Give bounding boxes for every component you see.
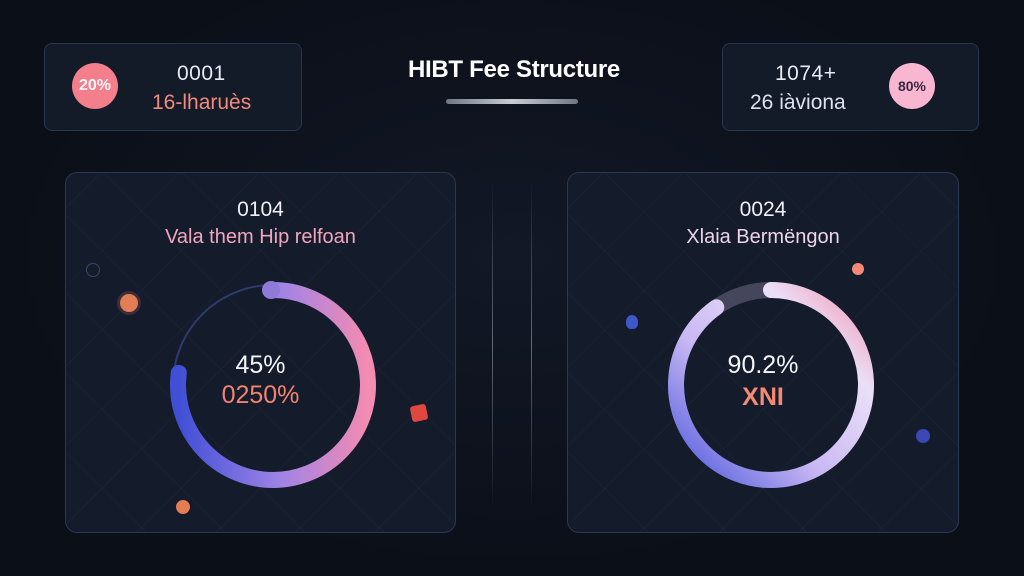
panel-number-right: 0024 <box>739 198 787 221</box>
dot-icon <box>176 500 190 514</box>
ring-value-left: 45% <box>235 351 286 379</box>
orbit-icon <box>120 294 138 312</box>
ring-start-cap <box>262 281 280 299</box>
panel-right[interactable]: 0024 Xlaia Bermëngon 90.2% XNI <box>567 172 959 533</box>
ring-value-right: 90.2% <box>727 351 799 379</box>
panel-left[interactable]: 0104 Vala them Hip relfoan 45% 0250% <box>65 172 456 533</box>
ring-arc-right <box>668 282 874 488</box>
stat-card-right[interactable]: 1074+ 26 iàviona 80% <box>722 43 979 131</box>
page-title: HIBT Fee Structure <box>408 56 620 83</box>
stat-number-left: 0001 <box>177 62 226 85</box>
stat-number-right: 1074+ <box>775 62 837 85</box>
divider-line <box>492 180 493 510</box>
card-icon <box>409 403 429 423</box>
progress-ring-right <box>668 282 874 488</box>
stat-label-right: 26 iàviona <box>750 91 846 114</box>
pin-icon <box>626 315 638 329</box>
percent-badge-left: 20% <box>72 63 118 109</box>
ring-subvalue-right: XNI <box>742 383 784 411</box>
title-underline <box>446 99 578 104</box>
stat-card-left[interactable]: 20% 0001 16-lharuès <box>44 43 302 131</box>
panel-label-right: Xlaia Bermëngon <box>686 226 840 248</box>
panel-number-left: 0104 <box>237 198 284 221</box>
dot-icon <box>852 263 864 275</box>
percent-badge-right: 80% <box>889 63 935 109</box>
divider-line <box>531 180 532 510</box>
orbit-icon <box>86 263 100 277</box>
progress-ring-left <box>170 281 376 488</box>
ring-subvalue-left: 0250% <box>221 381 300 409</box>
dot-icon <box>916 429 930 443</box>
stat-label-left: 16-lharuès <box>152 91 252 114</box>
panel-label-left: Vala them Hip relfoan <box>165 226 356 248</box>
